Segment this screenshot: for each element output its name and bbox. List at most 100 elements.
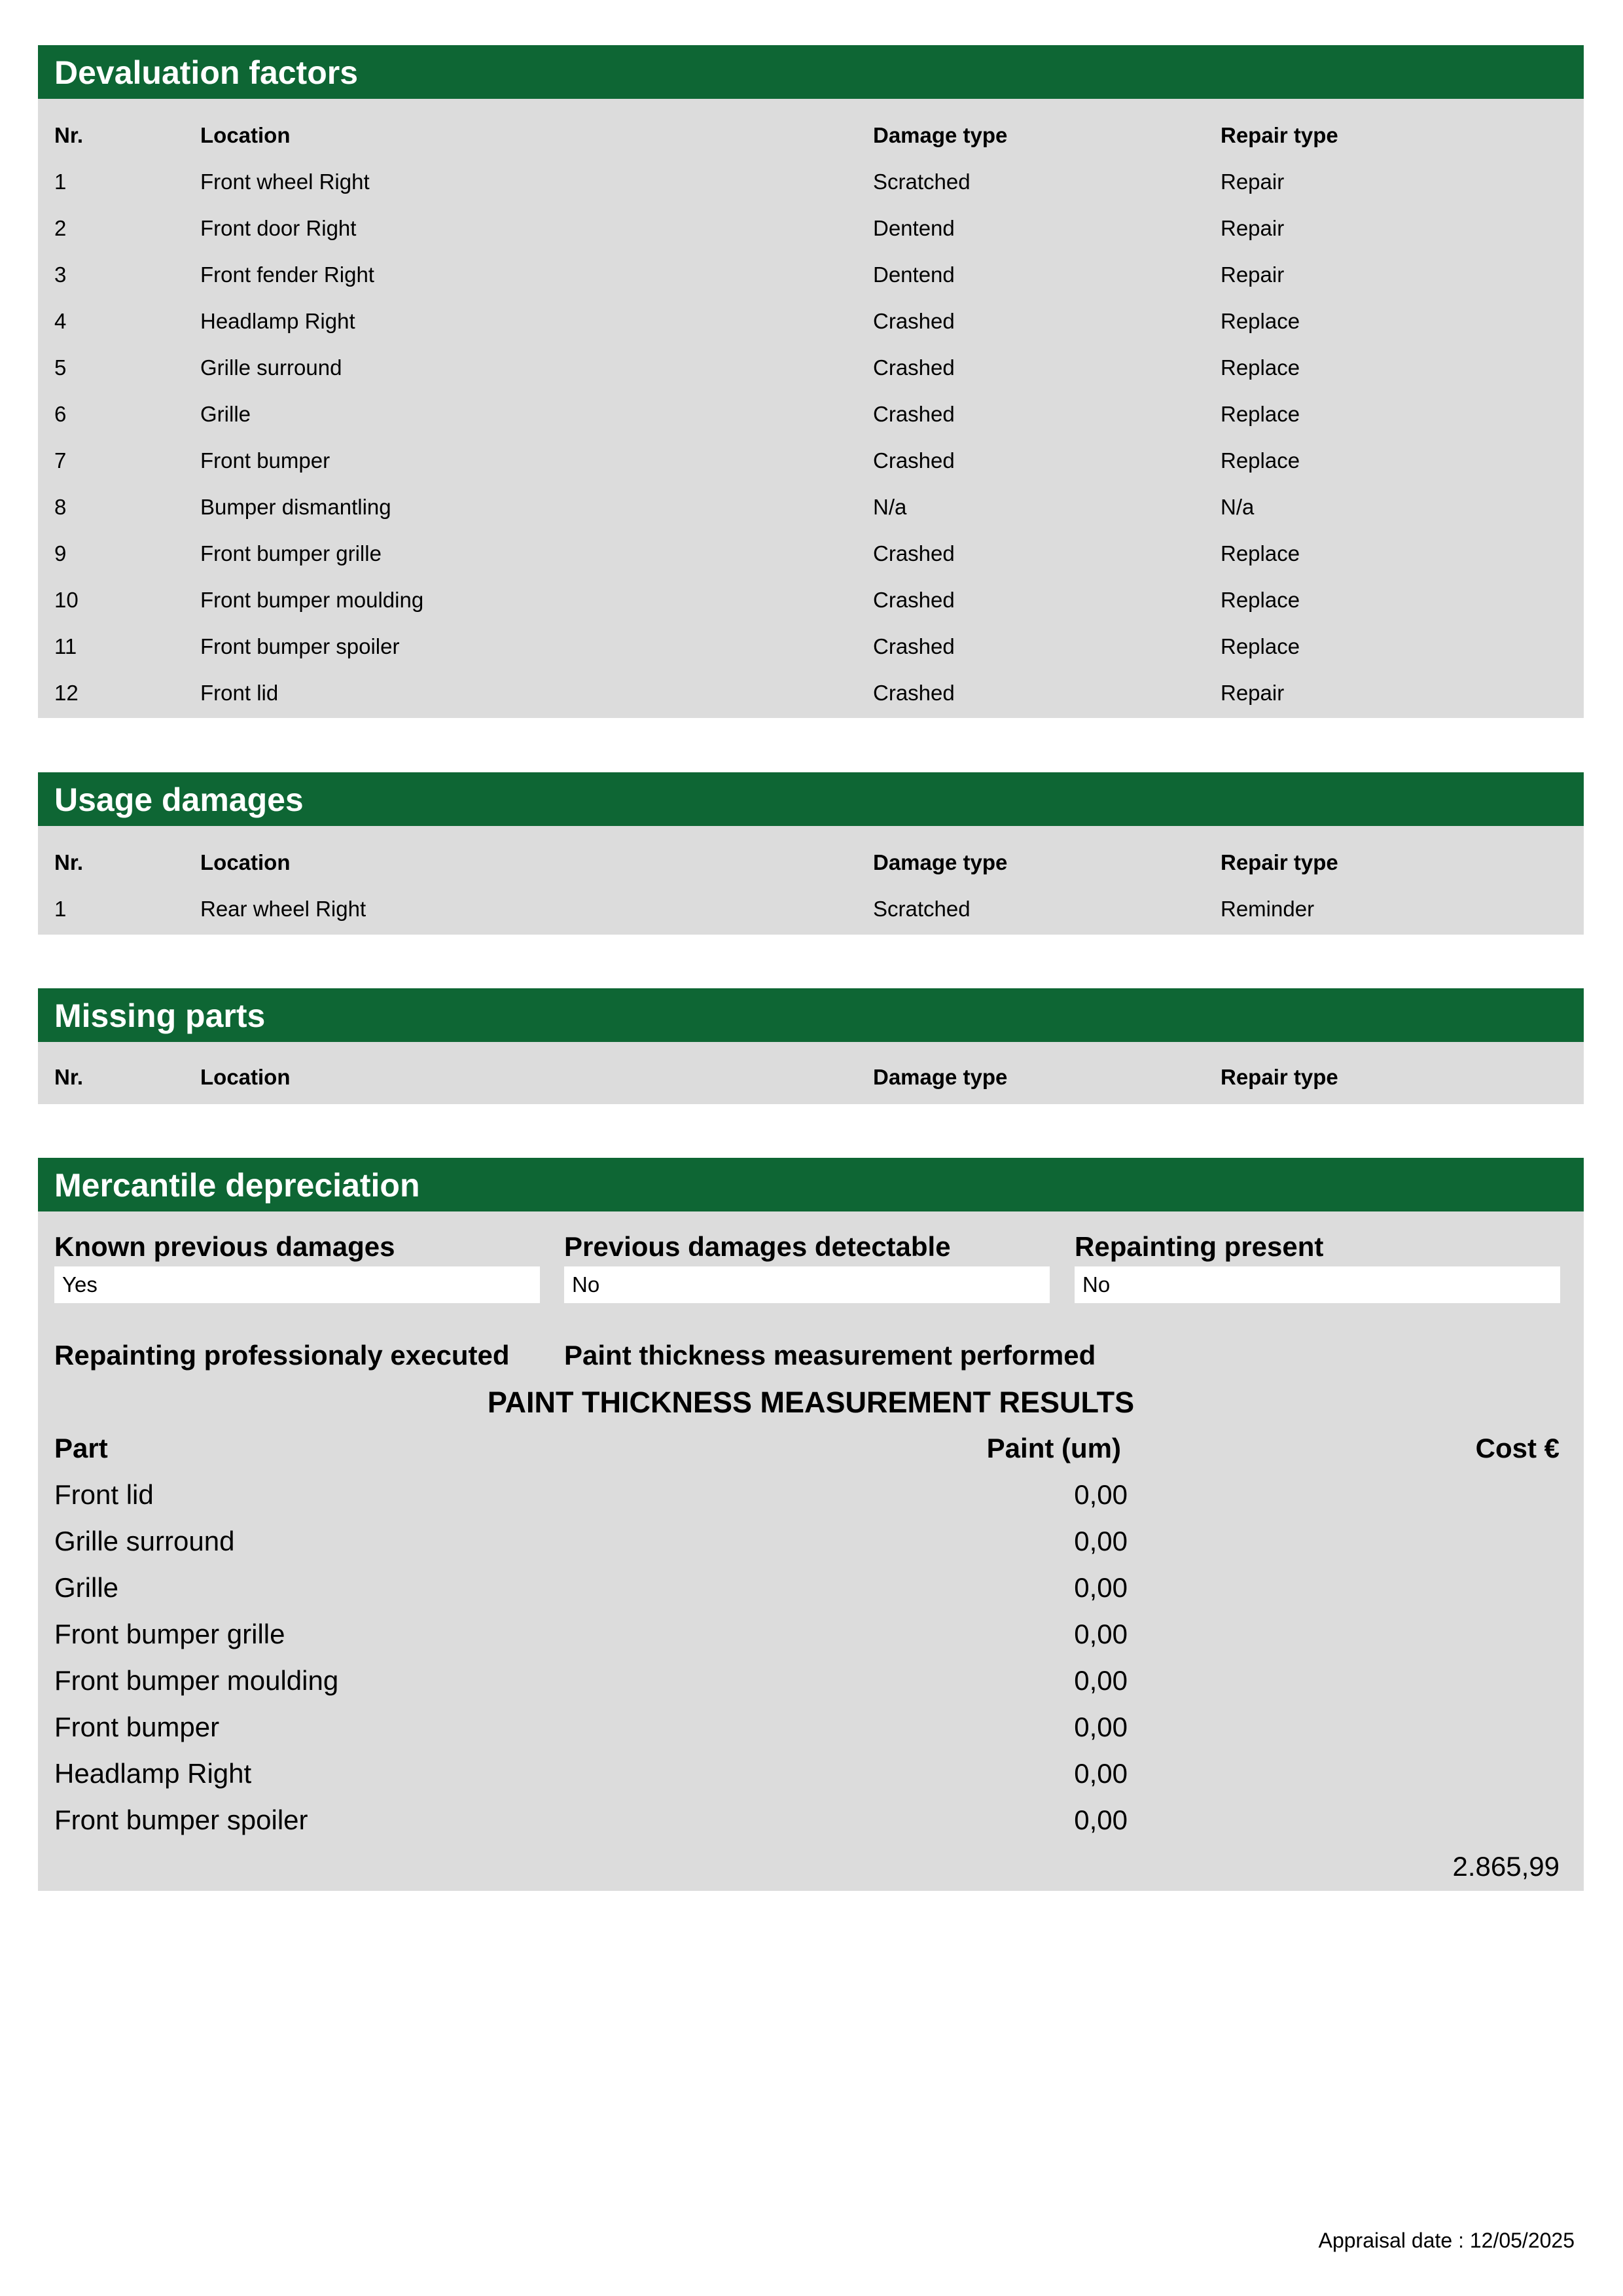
cell-location: Front bumper <box>200 448 330 473</box>
part-name: Front bumper spoiler <box>54 1804 308 1835</box>
paint-result-row: Headlamp Right 0,00 <box>54 1750 1560 1797</box>
cell-nr: 4 <box>54 309 67 333</box>
paint-value: 0,00 <box>1074 1526 1128 1556</box>
paint-result-row: Front lid 0,00 <box>54 1471 1560 1518</box>
repainting-present-field: No <box>1075 1266 1560 1303</box>
cell-nr: 3 <box>54 262 67 287</box>
table-row: 8 Bumper dismantling N/a N/a <box>38 484 1584 530</box>
mercantile-depreciation-section: Mercantile depreciation Known previous d… <box>38 1158 1584 1891</box>
cell-location: Front bumper moulding <box>200 588 424 612</box>
part-name: Front bumper moulding <box>54 1665 339 1696</box>
cell-nr: 1 <box>54 170 67 194</box>
cell-repair-type: Replace <box>1221 355 1300 380</box>
cell-nr: 2 <box>54 216 67 240</box>
paint-value: 0,00 <box>1074 1758 1128 1789</box>
cell-damage-type: Dentend <box>873 216 955 240</box>
cell-nr: 6 <box>54 402 67 426</box>
col-paint: Paint (um) <box>986 1433 1121 1463</box>
results-header: Part Paint (um) Cost € <box>54 1425 1560 1471</box>
part-name: Front bumper grille <box>54 1619 285 1649</box>
part-name: Headlamp Right <box>54 1758 252 1789</box>
cell-location: Front lid <box>200 681 279 705</box>
cell-damage-type: Scratched <box>873 897 971 921</box>
paint-value: 0,00 <box>1074 1479 1128 1510</box>
header-damage-type: Damage type <box>873 850 1008 874</box>
col-cost: Cost € <box>1475 1433 1560 1463</box>
header-damage-type: Damage type <box>873 1065 1008 1089</box>
header-nr: Nr. <box>54 123 84 147</box>
cell-nr: 7 <box>54 448 67 473</box>
paint-result-row: Grille 0,00 <box>54 1564 1560 1611</box>
cell-nr: 11 <box>54 634 77 658</box>
cell-repair-type: Repair <box>1221 170 1285 194</box>
cell-location: Front bumper grille <box>200 541 382 565</box>
cell-damage-type: Crashed <box>873 309 955 333</box>
cell-repair-type: Replace <box>1221 541 1300 565</box>
cell-repair-type: Repair <box>1221 216 1285 240</box>
table-row: 3 Front fender Right Dentend Repair <box>38 251 1584 298</box>
table-header: Nr. Location Damage type Repair type <box>38 1054 1584 1100</box>
devaluation-factors-section: Devaluation factors Nr. Location Damage ty… <box>38 45 1584 718</box>
part-name: Front bumper <box>54 1712 220 1742</box>
field-label: Previous damages detectable <box>564 1231 951 1262</box>
part-name: Grille <box>54 1572 119 1603</box>
header-location: Location <box>200 123 291 147</box>
cell-damage-type: Crashed <box>873 588 955 612</box>
paint-result-row: Front bumper spoiler 0,00 <box>54 1797 1560 1843</box>
repainting-professional-label: Repainting professionaly executed <box>54 1340 510 1371</box>
table-header: Nr. Location Damage type Repair type <box>38 112 1584 158</box>
cell-damage-type: Crashed <box>873 541 955 565</box>
table-header: Nr. Location Damage type Repair type <box>38 839 1584 886</box>
field-label: Known previous damages <box>54 1231 395 1262</box>
cell-repair-type: Repair <box>1221 262 1285 287</box>
col-part: Part <box>54 1433 108 1463</box>
cell-location: Bumper dismantling <box>200 495 391 519</box>
cell-location: Front bumper spoiler <box>200 634 400 658</box>
known-previous-damages-field: Yes <box>54 1266 540 1303</box>
paint-value: 0,00 <box>1074 1804 1128 1835</box>
field-label: Repainting present <box>1075 1231 1324 1262</box>
cell-location: Grille <box>200 402 251 426</box>
results-title: PAINT THICKNESS MEASUREMENT RESULTS <box>487 1386 1135 1419</box>
cell-location: Headlamp Right <box>200 309 355 333</box>
table-row: 4 Headlamp Right Crashed Replace <box>38 298 1584 344</box>
cell-nr: 9 <box>54 541 67 565</box>
paint-measurement-label: Paint thickness measurement performed <box>564 1340 1096 1371</box>
section-title: Missing parts <box>38 988 1584 1042</box>
cell-repair-type: Replace <box>1221 588 1300 612</box>
part-name: Grille surround <box>54 1526 235 1556</box>
cell-nr: 5 <box>54 355 67 380</box>
table-row: 1 Front wheel Right Scratched Repair <box>38 158 1584 205</box>
section-title: Devaluation factors <box>38 45 1584 99</box>
cell-repair-type: Replace <box>1221 634 1300 658</box>
total-row: 2.865,99 <box>54 1843 1560 1890</box>
table-row: 11 Front bumper spoiler Crashed Replace <box>38 623 1584 670</box>
cell-location: Front door Right <box>200 216 357 240</box>
paint-result-row: Front bumper moulding 0,00 <box>54 1657 1560 1704</box>
usage-damages-section: Usage damages Nr. Location Damage type Repa… <box>38 772 1584 935</box>
total-cost: 2.865,99 <box>1452 1851 1560 1882</box>
table-row: 7 Front bumper Crashed Replace <box>38 437 1584 484</box>
cell-nr: 10 <box>54 588 79 612</box>
paint-value: 0,00 <box>1074 1665 1128 1696</box>
table-row: 1 Rear wheel Right Scratched Reminder <box>38 886 1584 932</box>
cell-location: Rear wheel Right <box>200 897 366 921</box>
cell-damage-type: Crashed <box>873 402 955 426</box>
cell-repair-type: Replace <box>1221 448 1300 473</box>
cell-damage-type: Dentend <box>873 262 955 287</box>
cell-location: Grille surround <box>200 355 342 380</box>
cell-damage-type: Crashed <box>873 448 955 473</box>
section-title: Mercantile depreciation <box>38 1158 1584 1211</box>
header-damage-type: Damage type <box>873 123 1008 147</box>
missing-parts-section: Missing parts Nr. Location Damage type Repa… <box>38 988 1584 1104</box>
table-row: 5 Grille surround Crashed Replace <box>38 344 1584 391</box>
paint-value: 0,00 <box>1074 1712 1128 1742</box>
paint-value: 0,00 <box>1074 1572 1128 1603</box>
appraisal-date: Appraisal date : 12/05/2025 <box>1318 2229 1575 2252</box>
cell-repair-type: Replace <box>1221 402 1300 426</box>
cell-repair-type: Repair <box>1221 681 1285 705</box>
paint-value: 0,00 <box>1074 1619 1128 1649</box>
previous-damages-detectable-field: No <box>564 1266 1050 1303</box>
paint-result-row: Front bumper grille 0,00 <box>54 1611 1560 1657</box>
cell-location: Front wheel Right <box>200 170 370 194</box>
